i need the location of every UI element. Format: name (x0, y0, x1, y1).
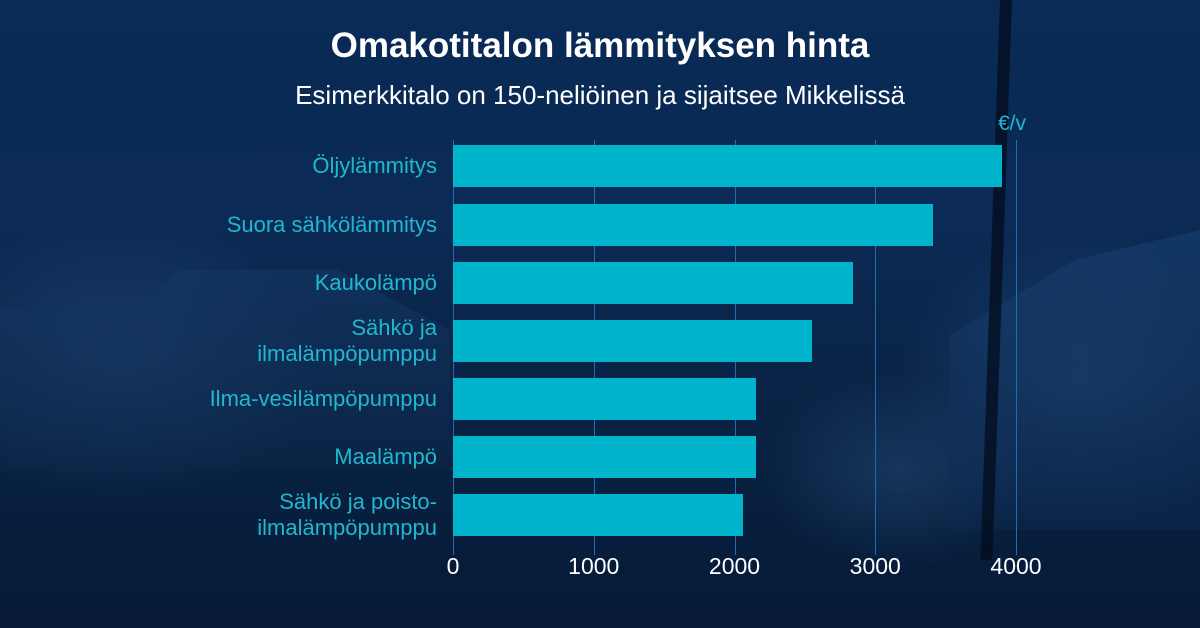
category-label: Maalämpö (334, 444, 437, 469)
x-tick-label: 0 (446, 553, 460, 579)
category-label: Sähkö ja ilmalämpöpumppu (257, 315, 437, 366)
category-label: Kaukolämpö (314, 270, 437, 295)
bar (453, 494, 743, 536)
bar (453, 378, 756, 420)
category-label: Öljylämmitys (312, 153, 437, 178)
bar (453, 145, 1002, 187)
chart-subtitle: Esimerkkitalo on 150-neliöinen ja sijait… (295, 80, 905, 110)
category-label: Sähkö ja poisto-ilmalämpöpumppu (257, 489, 437, 540)
bar (453, 320, 812, 362)
bar (453, 262, 853, 304)
category-label: Suora sähkölämmitys (226, 212, 437, 237)
gridline (875, 140, 877, 555)
gridline (1016, 140, 1017, 555)
category-label: Ilma-vesilämpöpumppu (209, 386, 437, 411)
x-tick-label: 4000 (990, 553, 1042, 579)
axis-unit-label: €/v (998, 112, 1027, 135)
x-tick-label: 1000 (568, 553, 620, 579)
x-tick-label: 3000 (849, 553, 901, 579)
bar (453, 204, 933, 246)
x-tick-label: 2000 (708, 553, 761, 579)
bar (453, 436, 756, 478)
chart-title: Omakotitalon lämmityksen hinta (330, 26, 870, 65)
